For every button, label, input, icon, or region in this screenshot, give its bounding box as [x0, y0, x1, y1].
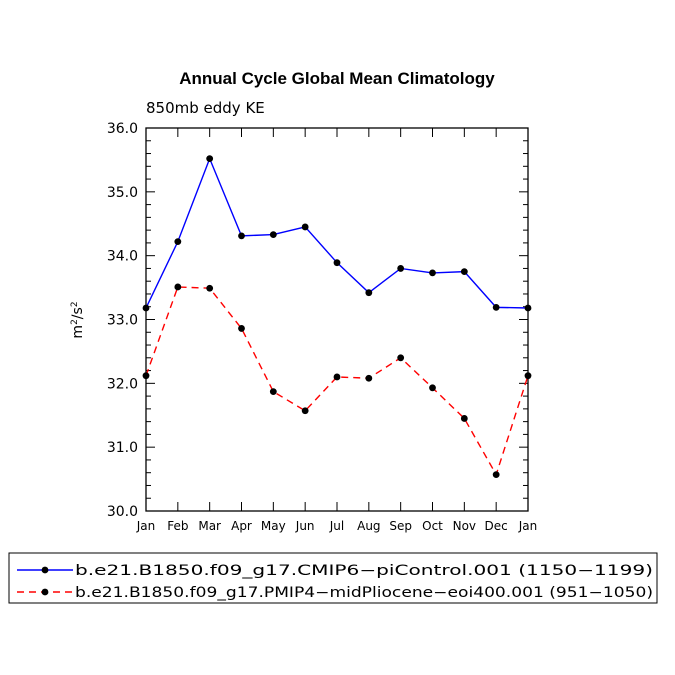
- series-1-point: [397, 265, 405, 272]
- x-tick-label: Aug: [357, 519, 380, 533]
- series-1-point: [238, 232, 245, 240]
- y-tick-label: 30.0: [107, 504, 138, 520]
- y-tick-label: 32.0: [107, 376, 138, 392]
- series-2-point: [269, 388, 277, 396]
- series-1-point: [333, 259, 341, 267]
- x-tick-label: Apr: [231, 519, 252, 533]
- series-2-point: [174, 283, 182, 291]
- series-1-point: [206, 155, 214, 163]
- series-2-point: [429, 384, 436, 392]
- x-tick-label: Dec: [485, 519, 508, 533]
- series-2-point: [460, 415, 468, 422]
- legend-label-2: b.e21.B1850.f09_g17.PMIP4−midPliocene−eo…: [75, 585, 653, 601]
- chart-title: Annual Cycle Global Mean Climatology: [179, 69, 495, 88]
- legend-box: [8, 552, 658, 604]
- chart-subtitle: 850mb eddy KE: [146, 99, 265, 117]
- y-tick-label: 35.0: [107, 185, 138, 201]
- x-tick-label: Jul: [329, 519, 344, 533]
- y-tick-label: 34.0: [107, 249, 138, 265]
- x-tick-label: Oct: [422, 519, 443, 533]
- series-1-point: [429, 269, 436, 277]
- x-tick-label: Jan: [136, 519, 156, 533]
- series-line-1: [145, 156, 529, 309]
- series-line-2: [145, 286, 529, 477]
- x-tick-label: Jun: [295, 519, 315, 533]
- series-2-point: [397, 354, 405, 362]
- x-axis: Jan Feb Mar Apr May Jun Jul Aug Sep Oct Nov Dec Jan: [136, 128, 538, 533]
- series-2-point: [238, 325, 245, 332]
- x-tick-label: Nov: [453, 519, 476, 533]
- legend-marker-1: [41, 566, 49, 574]
- series-1-point: [365, 289, 373, 297]
- series-1-point: [142, 304, 150, 312]
- series-1-point: [301, 223, 309, 231]
- series-2-point: [301, 407, 309, 415]
- x-tick-label: May: [261, 519, 286, 533]
- series-layer: [142, 155, 532, 479]
- y-tick-label: 36.0: [107, 121, 138, 137]
- series-2-point: [492, 471, 500, 479]
- series-1-point: [524, 304, 532, 312]
- y-tick-label: 31.0: [107, 440, 138, 456]
- series-2-point: [524, 372, 532, 380]
- legend-marker-2: [41, 588, 49, 596]
- x-tick-label: Feb: [167, 519, 188, 533]
- series-2-point: [333, 373, 341, 381]
- x-tick-label: Sep: [389, 519, 412, 533]
- series-1-point: [460, 268, 468, 276]
- x-tick-label: Jan: [518, 519, 538, 533]
- series-1-point: [269, 231, 277, 239]
- y-tick-label: 33.0: [107, 313, 138, 329]
- series-2-point: [365, 374, 373, 382]
- y-axis: 30.0 31.0 32.0 33.0 34.0 35.0 36.0: [107, 121, 528, 520]
- x-tick-label: Mar: [198, 519, 221, 533]
- plot-frame: [145, 127, 529, 512]
- series-2-point: [142, 372, 150, 380]
- legend: b.e21.B1850.f09_g17.CMIP6−piControl.001 …: [17, 563, 653, 601]
- legend-label-1: b.e21.B1850.f09_g17.CMIP6−piControl.001 …: [75, 563, 653, 579]
- y-axis-label: m2/s2: [70, 301, 86, 338]
- series-1-point: [492, 303, 500, 311]
- series-2-point: [206, 284, 214, 292]
- series-1-point: [174, 238, 182, 246]
